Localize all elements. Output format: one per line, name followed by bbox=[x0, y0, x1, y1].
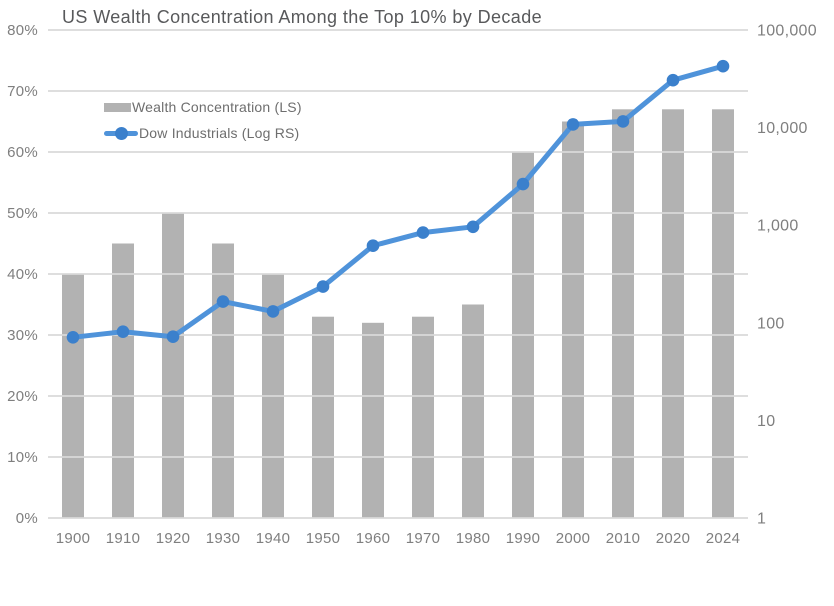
bar-1950 bbox=[312, 316, 334, 518]
dow-marker-1960 bbox=[366, 239, 380, 252]
y-axis-left-label-80%: 80% bbox=[7, 22, 38, 39]
x-axis-label-1970: 1970 bbox=[406, 530, 441, 547]
y-axis-right-label-1000: 1,000 bbox=[757, 218, 799, 235]
dow-marker-2024 bbox=[716, 59, 730, 73]
dow-marker-1940 bbox=[266, 305, 280, 318]
x-axis-label-1950: 1950 bbox=[306, 530, 341, 547]
legend-label-dow-industrials: Dow Industrials (Log RS) bbox=[139, 125, 300, 141]
dow-marker-1990 bbox=[516, 177, 530, 191]
y-axis-left-label-70%: 70% bbox=[7, 83, 38, 100]
chart-title: US Wealth Concentration Among the Top 10… bbox=[62, 7, 543, 27]
y-axis-left-label-20%: 20% bbox=[7, 388, 38, 405]
bar-1910 bbox=[112, 243, 134, 518]
x-axis-label-2024: 2024 bbox=[706, 530, 741, 547]
bar-2010 bbox=[612, 109, 634, 519]
legend-label-wealth-concentration: Wealth Concentration (LS) bbox=[132, 99, 302, 115]
bar-1970 bbox=[412, 316, 434, 518]
y-axis-left-label-40%: 40% bbox=[7, 266, 38, 283]
dow-marker-2010 bbox=[616, 115, 630, 128]
x-axis-label-2010: 2010 bbox=[606, 530, 641, 547]
dow-industrials-line bbox=[70, 63, 726, 340]
bar-2020 bbox=[662, 109, 684, 519]
bar-1960 bbox=[362, 322, 384, 518]
y-axis-left-label-0%: 0% bbox=[16, 510, 38, 527]
x-axis-label-1990: 1990 bbox=[506, 530, 541, 547]
x-axis-label-2020: 2020 bbox=[656, 530, 691, 547]
y-axis-left-label-60%: 60% bbox=[7, 144, 38, 161]
bar-1930 bbox=[212, 243, 234, 518]
dow-marker-1910 bbox=[116, 325, 130, 339]
dow-marker-2000 bbox=[566, 118, 580, 131]
x-axis-label-1960: 1960 bbox=[356, 530, 391, 547]
y-axis-right-label-10000: 10,000 bbox=[757, 120, 808, 137]
y-axis-right-label-10: 10 bbox=[757, 413, 775, 430]
y-axis-left-label-30%: 30% bbox=[7, 327, 38, 344]
x-axis-label-2000: 2000 bbox=[556, 530, 591, 547]
bar-2024 bbox=[712, 109, 734, 519]
y-axis-right-label-100000: 100,000 bbox=[757, 23, 817, 40]
bar-1980 bbox=[462, 304, 484, 518]
bar-2000 bbox=[562, 121, 584, 518]
legend-item-dow-industrials: Dow Industrials (Log RS) bbox=[104, 120, 302, 146]
line-marker-swatch-icon bbox=[104, 126, 138, 140]
y-axis-right-label-1: 1 bbox=[757, 511, 766, 528]
y-axis-right-label-100: 100 bbox=[757, 315, 785, 332]
dow-marker-2020 bbox=[666, 73, 680, 87]
legend-item-wealth-concentration: Wealth Concentration (LS) bbox=[104, 94, 302, 120]
x-axis-label-1980: 1980 bbox=[456, 530, 491, 547]
x-axis-label-1940: 1940 bbox=[256, 530, 291, 547]
legend: Wealth Concentration (LS) Dow Industrial… bbox=[104, 94, 302, 146]
dow-marker-1970 bbox=[416, 226, 430, 239]
dow-marker-1920 bbox=[166, 330, 180, 344]
bar-swatch-icon bbox=[104, 102, 131, 112]
y-axis-left-label-10%: 10% bbox=[7, 449, 38, 466]
dow-marker-1950 bbox=[316, 280, 330, 293]
x-axis-label-1920: 1920 bbox=[156, 530, 191, 547]
dow-marker-1980 bbox=[466, 220, 480, 234]
dow-marker-1900 bbox=[66, 331, 80, 344]
dow-marker-1930 bbox=[216, 295, 230, 308]
bar-1920 bbox=[162, 213, 184, 518]
x-axis-label-1930: 1930 bbox=[206, 530, 241, 547]
x-axis-label-1910: 1910 bbox=[106, 530, 141, 547]
x-axis-label-1900: 1900 bbox=[56, 530, 91, 547]
y-axis-left-label-50%: 50% bbox=[7, 205, 38, 222]
